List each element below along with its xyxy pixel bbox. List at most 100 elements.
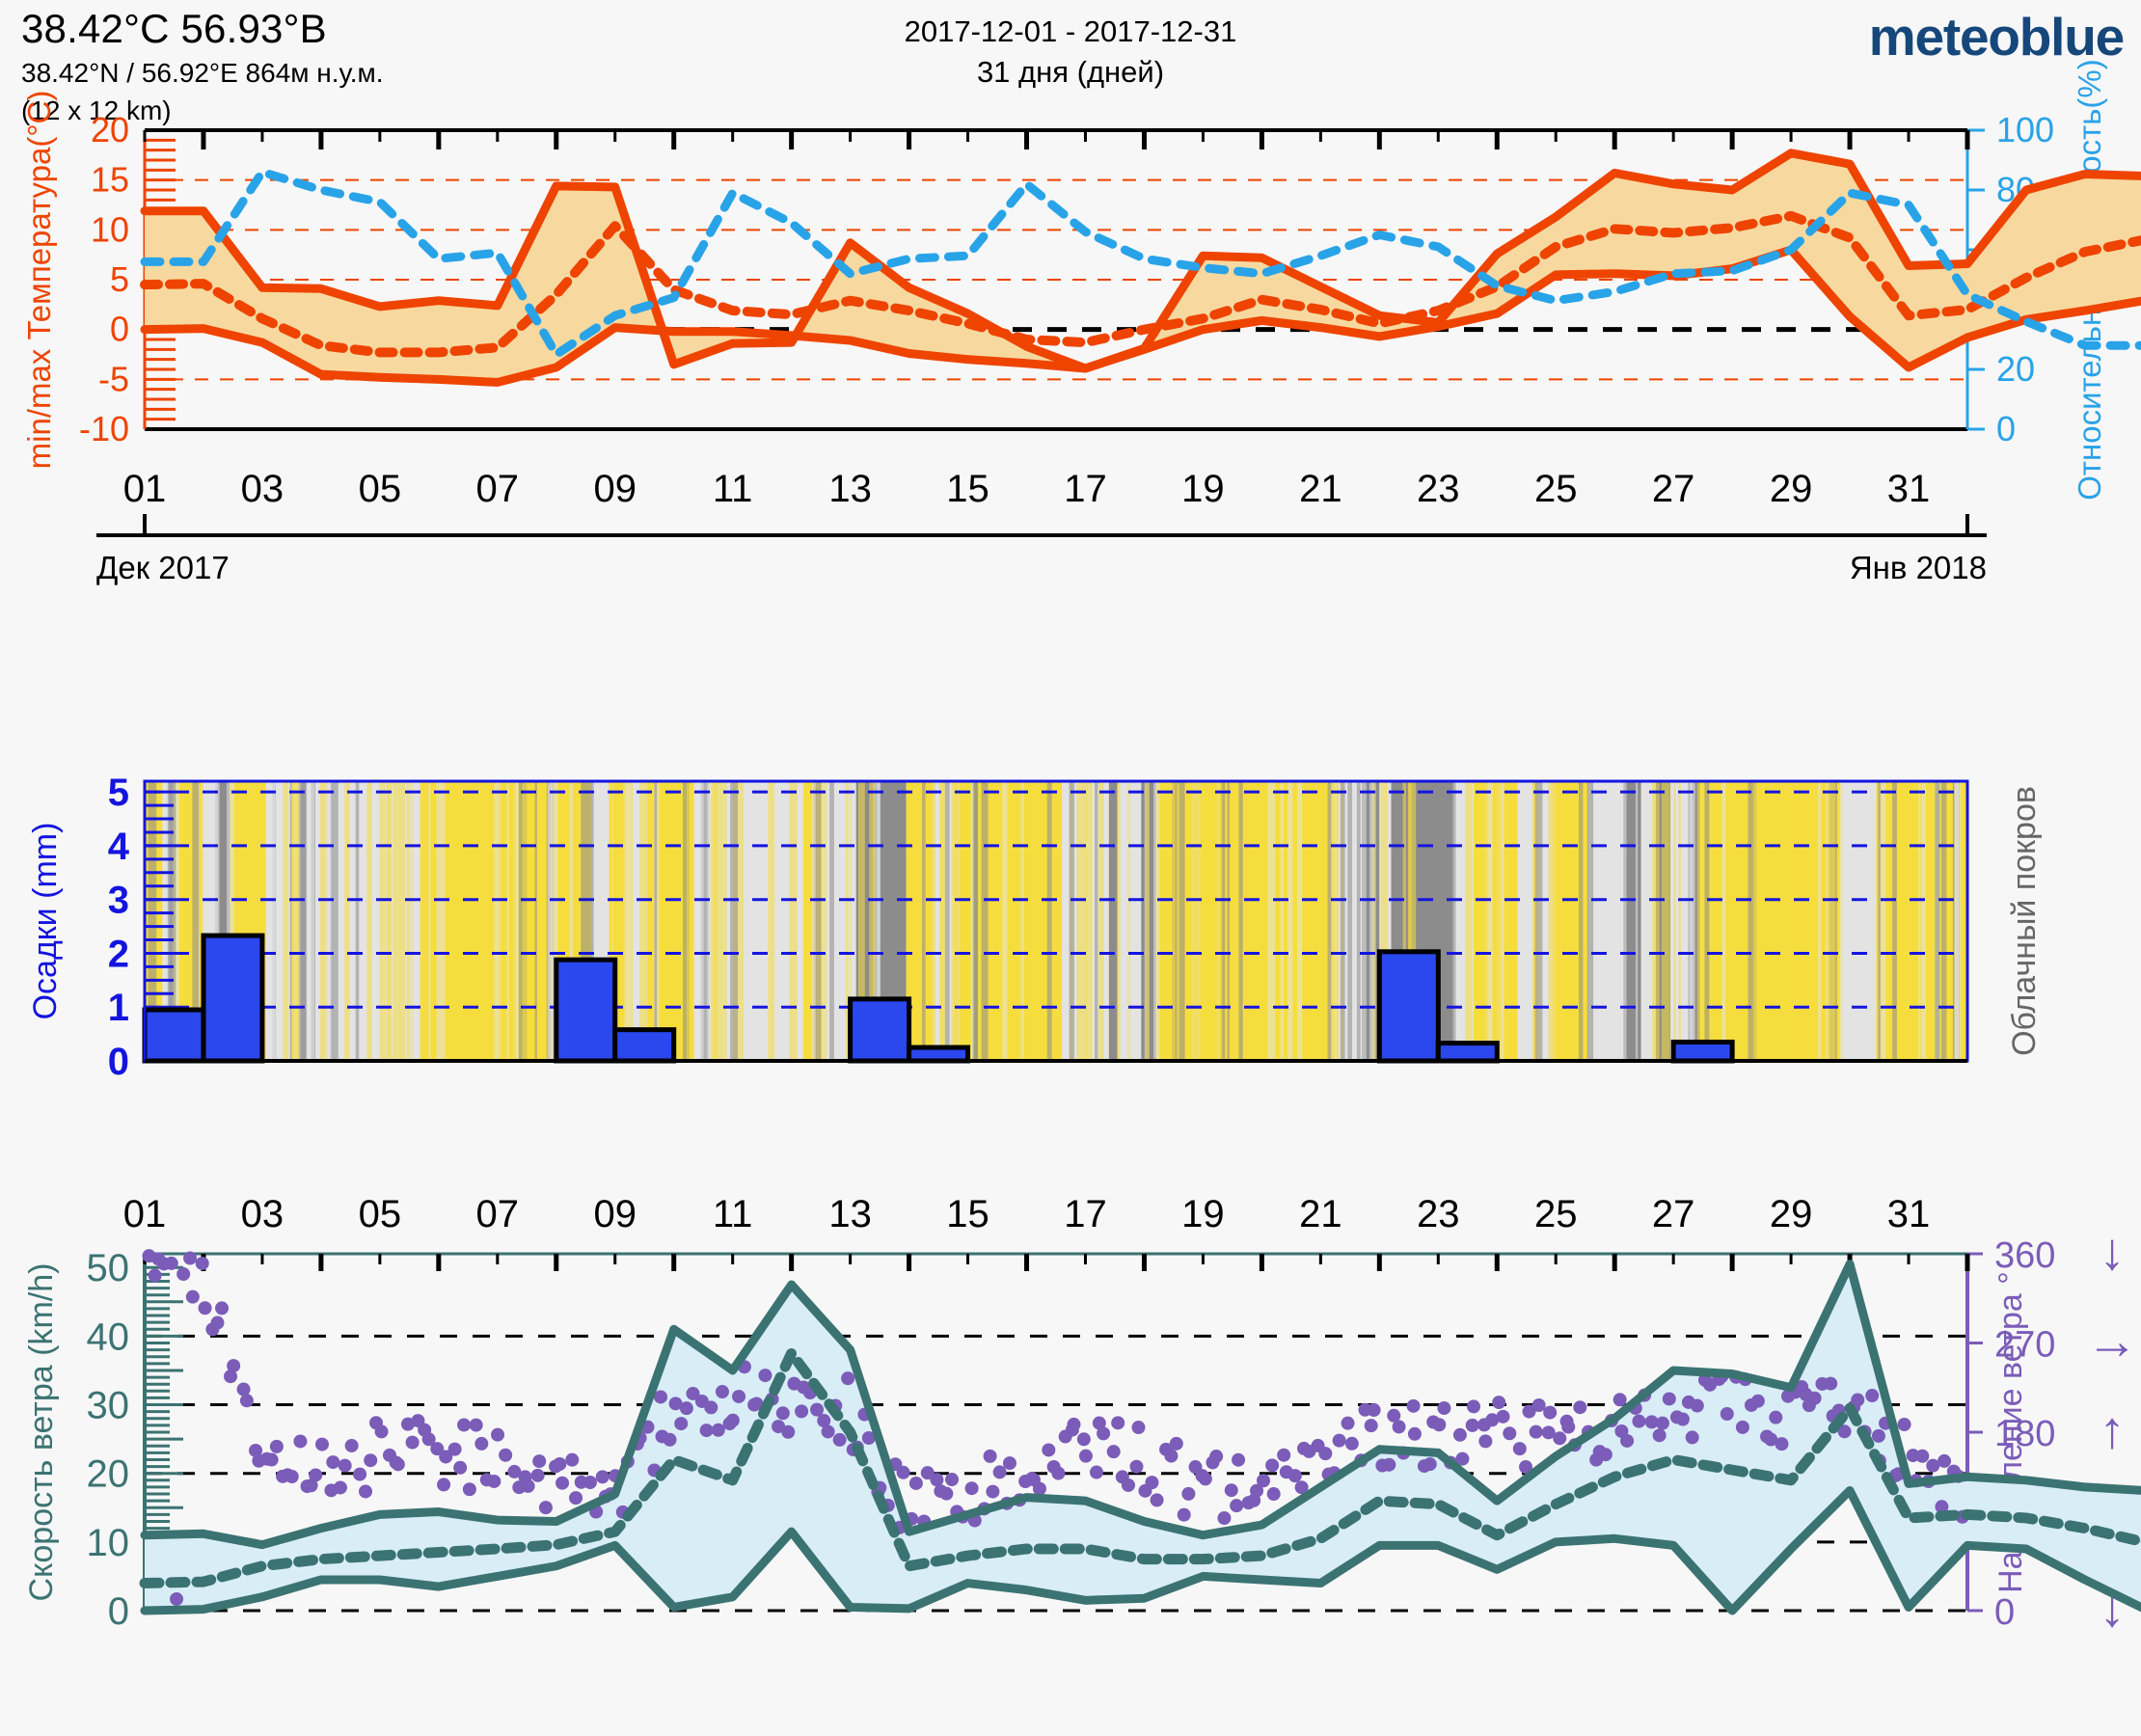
wind-direction-point (1177, 1507, 1191, 1522)
wind-direction-point (654, 1390, 668, 1404)
cloud-stripe (494, 781, 501, 1061)
wind-direction-point (364, 1453, 378, 1468)
x-axis-day-label-wind: 07 (476, 1193, 520, 1235)
cloud-stripe (355, 781, 360, 1061)
cloud-stripe (1583, 781, 1588, 1061)
cloud-stripe (1151, 781, 1153, 1061)
cloud-stripe (1216, 781, 1223, 1061)
cloud-stripe (1054, 781, 1061, 1061)
wind-direction-point (1529, 1424, 1543, 1439)
cloud-stripe (1496, 781, 1502, 1061)
wind-direction-point (195, 1256, 209, 1270)
cloud-stripe (610, 781, 619, 1061)
cloud-stripe (1678, 781, 1681, 1061)
cloud-stripe (624, 781, 633, 1061)
precipitation-bar (612, 1027, 677, 1064)
precipitation-bar (201, 933, 265, 1064)
cloud-stripe (940, 781, 948, 1061)
cloud-stripe (1878, 781, 1882, 1061)
wind-direction-point (210, 1316, 225, 1330)
wind-direction-point (1807, 1391, 1822, 1405)
wind-direction-point (1926, 1458, 1940, 1473)
wind-direction-point (1620, 1433, 1635, 1448)
wind-direction-point (1217, 1511, 1232, 1526)
cloud-stripe (1797, 781, 1802, 1061)
cloud-stripe (723, 781, 727, 1061)
cloud-stripe (581, 781, 586, 1061)
cloud-stripe (909, 781, 917, 1061)
meteoblue-logo[interactable]: meteoblue (1868, 7, 2125, 67)
day-count-text: 31 дня (дней) (976, 55, 1165, 89)
cloud-stripe (1753, 781, 1761, 1061)
wind-direction-point (1181, 1486, 1196, 1501)
wind-direction-point (1423, 1457, 1437, 1472)
cloud-stripe (1199, 781, 1206, 1061)
wind-direction-point (447, 1442, 462, 1456)
cloud-stripe (366, 781, 372, 1061)
wind-direction-point (1503, 1426, 1517, 1441)
wind-direction-point (1145, 1476, 1159, 1490)
cloud-stripe (1867, 781, 1874, 1061)
cloud-stripe (1201, 781, 1210, 1061)
wind-direction-point (775, 1406, 790, 1421)
x-axis-day-label: 07 (476, 468, 520, 510)
cloud-stripe (387, 781, 393, 1061)
cloud-stripe (1120, 781, 1127, 1061)
cloud-stripe (1002, 781, 1008, 1061)
wind-direction-point (1209, 1450, 1224, 1464)
wind-direction-point (1092, 1416, 1106, 1430)
wind-direction-point (1632, 1414, 1646, 1428)
cloud-stripe (1797, 781, 1800, 1061)
cloud-band (1640, 781, 1656, 1061)
wind-direction-point (1106, 1445, 1121, 1459)
wind-direction-point (939, 1486, 954, 1501)
cloud-stripe (428, 781, 431, 1061)
cloud-stripe (399, 781, 406, 1061)
wind-direction-point (457, 1418, 472, 1432)
cloud-stripe (1736, 781, 1741, 1061)
cloud-stripe (1296, 781, 1303, 1061)
cloud-stripe (291, 781, 297, 1061)
cloud-stripe (730, 781, 739, 1061)
wind-direction-point (1097, 1426, 1111, 1441)
wind-direction-point (353, 1467, 367, 1481)
wind-direction-point (391, 1457, 405, 1472)
cloud-stripe (847, 781, 851, 1061)
x-axis-day-label: 11 (713, 468, 753, 510)
cloud-stripe (175, 781, 179, 1061)
cloud-stripe (829, 781, 834, 1061)
cloud-stripe (1287, 781, 1293, 1061)
wind-direction-point (704, 1400, 718, 1415)
cloud-stripe (1069, 781, 1075, 1061)
cloud-stripe (167, 781, 176, 1061)
wind-direction-point (1467, 1399, 1481, 1414)
cloud-stripe (1221, 781, 1226, 1061)
cloud-stripe (585, 781, 594, 1061)
x-axis-day-label-wind: 21 (1299, 1193, 1342, 1235)
cloud-stripe (1359, 781, 1367, 1061)
cloud-stripe (716, 781, 723, 1061)
cloud-stripe (383, 781, 386, 1061)
cloud-stripe (1190, 781, 1197, 1061)
wind-direction-point (215, 1301, 230, 1316)
wind-range-area (145, 1263, 2141, 1611)
cloud-stripe (1652, 781, 1660, 1061)
cloud-stripe (409, 781, 418, 1061)
wind-direction-point (772, 1420, 786, 1434)
cloud-stripe (972, 781, 978, 1061)
precipitation-bar (1435, 1041, 1500, 1064)
wind-direction-point (1478, 1434, 1493, 1449)
wind-direction-point (1277, 1448, 1291, 1462)
cloud-stripe (1408, 781, 1412, 1061)
wind-direction-point (1769, 1410, 1783, 1424)
cloud-stripe (1920, 781, 1923, 1061)
wind-direction-point (1318, 1447, 1333, 1461)
wind-direction-point (565, 1452, 580, 1467)
y-tick-label-wind: 10 (87, 1522, 130, 1564)
cloud-stripe (289, 781, 292, 1061)
cloud-stripe (266, 781, 276, 1061)
wind-direction-point (1230, 1499, 1244, 1513)
wind-direction-point (1938, 1453, 1952, 1468)
wind-direction-point (1382, 1457, 1396, 1472)
